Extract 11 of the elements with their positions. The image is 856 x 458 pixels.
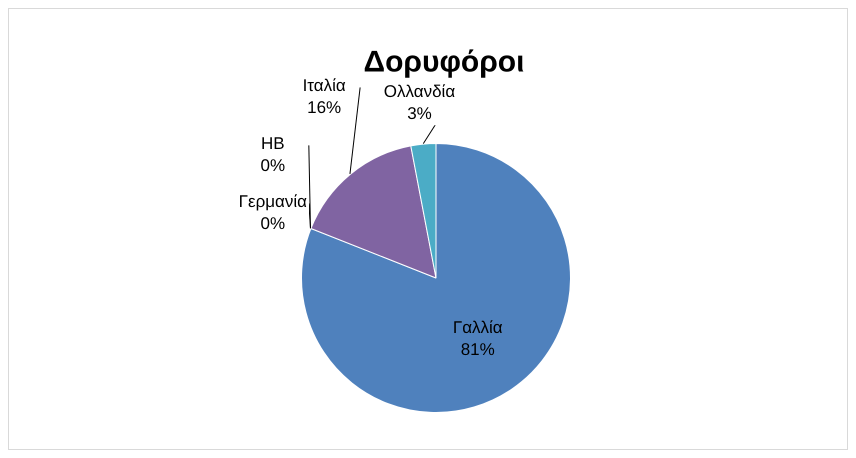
data-label: 16% [307,98,342,118]
chart-title: Δορυφόροι [364,45,524,78]
data-label: 81% [460,340,495,360]
category-label: ΗΒ [261,134,285,154]
text: 0% [260,214,286,234]
slice-label: Γαλλία [452,318,503,338]
data-label: 3% [407,104,432,123]
category-label: Γερμανία [238,192,307,212]
text: 0% [260,156,286,176]
slice-label: Ιταλία [302,76,346,96]
slice-label: Ολλανδία [384,82,456,101]
